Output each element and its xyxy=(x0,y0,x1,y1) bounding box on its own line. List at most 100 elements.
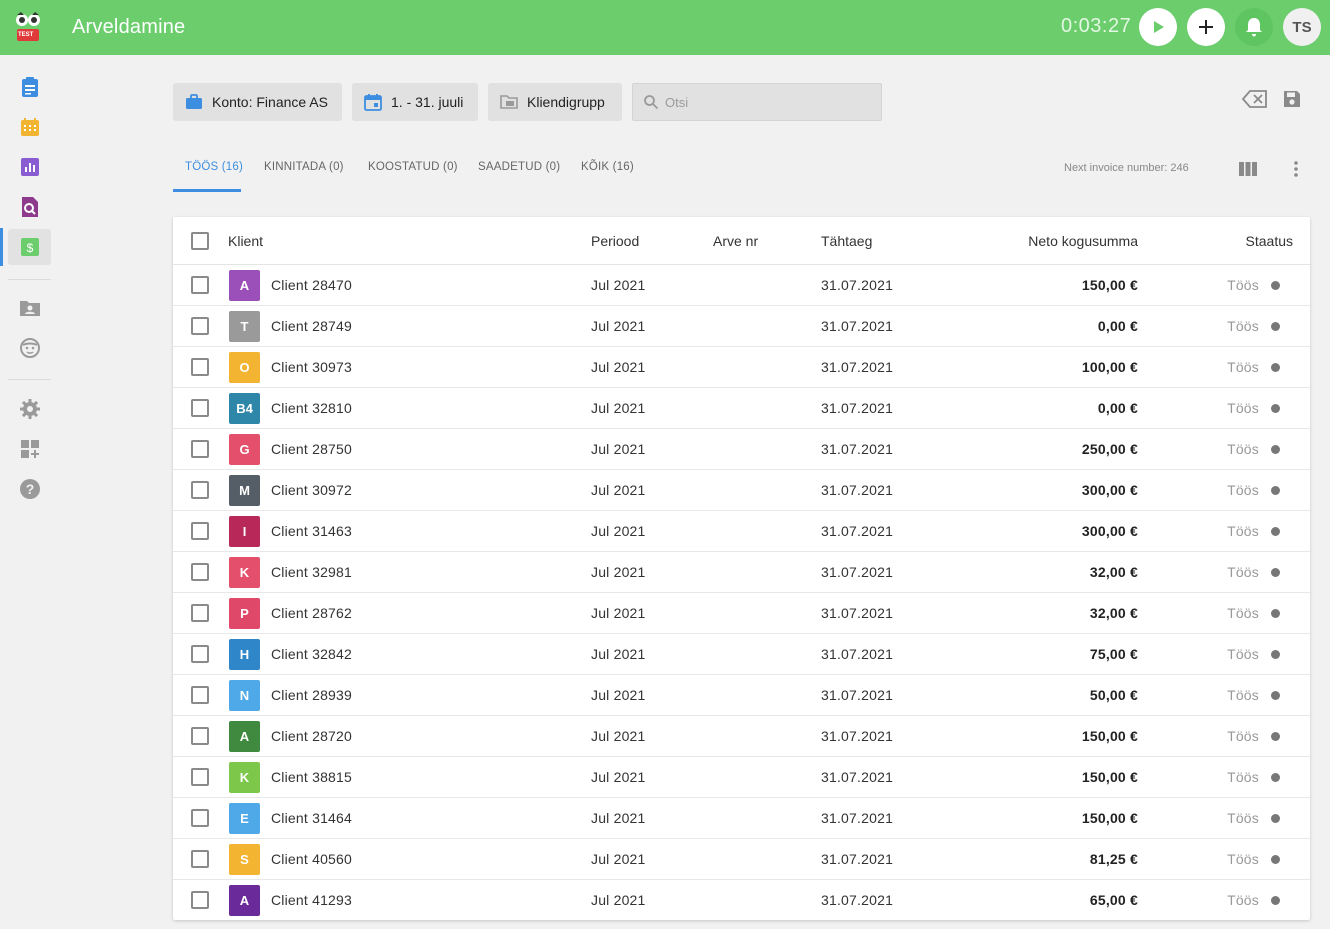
client-name[interactable]: Client 28939 xyxy=(271,687,353,703)
client-name[interactable]: Client 28750 xyxy=(271,441,353,457)
row-checkbox[interactable] xyxy=(191,727,209,745)
client-name[interactable]: Client 28470 xyxy=(271,277,353,293)
row-checkbox[interactable] xyxy=(191,645,209,663)
client-name[interactable]: Client 28720 xyxy=(271,728,353,744)
period-filter-button[interactable]: 1. - 31. juuli xyxy=(352,83,478,121)
client-name[interactable]: Client 32981 xyxy=(271,564,353,580)
user-avatar-button[interactable]: TS xyxy=(1283,8,1321,46)
row-checkbox[interactable] xyxy=(191,809,209,827)
tab-to-confirm[interactable]: KINNITADA (0) xyxy=(264,161,344,173)
tab-in-progress[interactable]: TÖÖS (16) xyxy=(185,161,244,173)
net-total-cell: 81,25 € xyxy=(1089,851,1138,867)
sidebar-item-users[interactable] xyxy=(8,330,51,366)
columns-button[interactable] xyxy=(1235,156,1261,182)
sidebar-item-clients[interactable] xyxy=(8,290,51,326)
sidebar-item-reports[interactable] xyxy=(8,149,51,185)
clear-filters-button[interactable] xyxy=(1242,86,1268,112)
table-row[interactable]: O Client 30973 Jul 2021 31.07.2021 100,00 € T… xyxy=(173,347,1310,388)
table-row[interactable]: K Client 32981 Jul 2021 31.07.2021 32,00 € Tö… xyxy=(173,552,1310,593)
more-options-button[interactable] xyxy=(1283,156,1309,182)
row-checkbox[interactable] xyxy=(191,276,209,294)
column-header-invoice-no[interactable]: Arve nr xyxy=(713,233,759,249)
sidebar-item-search-report[interactable] xyxy=(8,189,51,225)
sidebar-item-billing[interactable]: $ xyxy=(8,229,51,265)
row-checkbox[interactable] xyxy=(191,399,209,417)
row-checkbox[interactable] xyxy=(191,768,209,786)
client-avatar-badge: A xyxy=(229,270,260,301)
sidebar-item-widgets[interactable] xyxy=(8,431,51,467)
table-row[interactable]: M Client 30972 Jul 2021 31.07.2021 300,00 € T… xyxy=(173,470,1310,511)
status-cell: Töös xyxy=(1227,359,1259,375)
row-checkbox[interactable] xyxy=(191,522,209,540)
client-name[interactable]: Client 40560 xyxy=(271,851,353,867)
client-name[interactable]: Client 31464 xyxy=(271,810,353,826)
due-date-cell: 31.07.2021 xyxy=(821,359,894,375)
row-checkbox[interactable] xyxy=(191,604,209,622)
row-checkbox[interactable] xyxy=(191,481,209,499)
add-button[interactable] xyxy=(1187,8,1225,46)
sidebar-item-calendar[interactable] xyxy=(8,109,51,145)
owl-logo-icon[interactable]: TEST xyxy=(15,11,41,43)
play-icon xyxy=(1154,21,1164,33)
table-row[interactable]: B4 Client 32810 Jul 2021 31.07.2021 0,00 € Tö… xyxy=(173,388,1310,429)
period-cell: Jul 2021 xyxy=(591,441,646,457)
row-checkbox[interactable] xyxy=(191,563,209,581)
search-input[interactable] xyxy=(665,94,865,110)
client-name[interactable]: Client 32842 xyxy=(271,646,353,662)
tab-compiled[interactable]: KOOSTATUD (0) xyxy=(368,161,458,173)
table-row[interactable]: N Client 28939 Jul 2021 31.07.2021 50,00 € Tö… xyxy=(173,675,1310,716)
net-total-cell: 65,00 € xyxy=(1089,892,1138,908)
table-row[interactable]: T Client 28749 Jul 2021 31.07.2021 0,00 € Töö… xyxy=(173,306,1310,347)
client-name[interactable]: Client 41293 xyxy=(271,892,353,908)
table-row[interactable]: A Client 28470 Jul 2021 31.07.2021 150,00 € T… xyxy=(173,265,1310,306)
table-row[interactable]: H Client 32842 Jul 2021 31.07.2021 75,00 € Tö… xyxy=(173,634,1310,675)
row-checkbox[interactable] xyxy=(191,440,209,458)
select-all-checkbox[interactable] xyxy=(191,232,209,250)
save-filters-button[interactable] xyxy=(1279,86,1305,112)
notifications-button[interactable] xyxy=(1235,8,1273,46)
account-filter-label: Konto: Finance AS xyxy=(212,94,328,110)
client-name[interactable]: Client 30972 xyxy=(271,482,353,498)
client-name[interactable]: Client 38815 xyxy=(271,769,353,785)
table-row[interactable]: G Client 28750 Jul 2021 31.07.2021 250,00 € T… xyxy=(173,429,1310,470)
due-date-cell: 31.07.2021 xyxy=(821,728,894,744)
table-row[interactable]: S Client 40560 Jul 2021 31.07.2021 81,25 € Tö… xyxy=(173,839,1310,880)
column-header-period[interactable]: Periood xyxy=(591,233,640,249)
tab-all[interactable]: KÕIK (16) xyxy=(581,161,634,173)
period-cell: Jul 2021 xyxy=(591,277,646,293)
play-timer-button[interactable] xyxy=(1139,8,1177,46)
column-header-net-total[interactable]: Neto kogusumma xyxy=(1028,233,1138,249)
row-checkbox[interactable] xyxy=(191,686,209,704)
period-cell: Jul 2021 xyxy=(591,564,646,580)
sidebar-item-help[interactable]: ? xyxy=(8,471,51,507)
column-header-due-date[interactable]: Tähtaeg xyxy=(821,233,873,249)
account-filter-button[interactable]: Konto: Finance AS xyxy=(173,83,342,121)
row-checkbox[interactable] xyxy=(191,317,209,335)
sidebar-item-tasks[interactable] xyxy=(8,69,51,105)
row-checkbox[interactable] xyxy=(191,358,209,376)
client-name[interactable]: Client 30973 xyxy=(271,359,353,375)
search-report-icon xyxy=(21,197,38,217)
client-name[interactable]: Client 28762 xyxy=(271,605,353,621)
sidebar-item-settings[interactable] xyxy=(8,391,51,427)
table-row[interactable]: E Client 31464 Jul 2021 31.07.2021 150,00 € T… xyxy=(173,798,1310,839)
table-row[interactable]: P Client 28762 Jul 2021 31.07.2021 32,00 € Tö… xyxy=(173,593,1310,634)
logo-badge-text: TEST xyxy=(18,32,34,38)
column-header-client[interactable]: Klient xyxy=(228,233,264,249)
table-row[interactable]: A Client 41293 Jul 2021 31.07.2021 65,00 € Tö… xyxy=(173,880,1310,920)
table-row[interactable]: I Client 31463 Jul 2021 31.07.2021 300,00 € T… xyxy=(173,511,1310,552)
table-row[interactable]: K Client 38815 Jul 2021 31.07.2021 150,00 € T… xyxy=(173,757,1310,798)
next-invoice-number: Next invoice number: 246 xyxy=(1064,162,1189,174)
row-checkbox[interactable] xyxy=(191,891,209,909)
client-group-filter-button[interactable]: Kliendigrupp xyxy=(488,83,622,121)
column-header-status[interactable]: Staatus xyxy=(1245,233,1293,249)
table-row[interactable]: A Client 28720 Jul 2021 31.07.2021 150,00 € T… xyxy=(173,716,1310,757)
status-dot-icon xyxy=(1271,445,1280,454)
client-name[interactable]: Client 31463 xyxy=(271,523,353,539)
status-dot-icon xyxy=(1271,896,1280,905)
app-title: Arveldamine xyxy=(72,16,186,38)
client-name[interactable]: Client 32810 xyxy=(271,400,353,416)
tab-sent[interactable]: SAADETUD (0) xyxy=(478,161,561,173)
client-name[interactable]: Client 28749 xyxy=(271,318,353,334)
row-checkbox[interactable] xyxy=(191,850,209,868)
